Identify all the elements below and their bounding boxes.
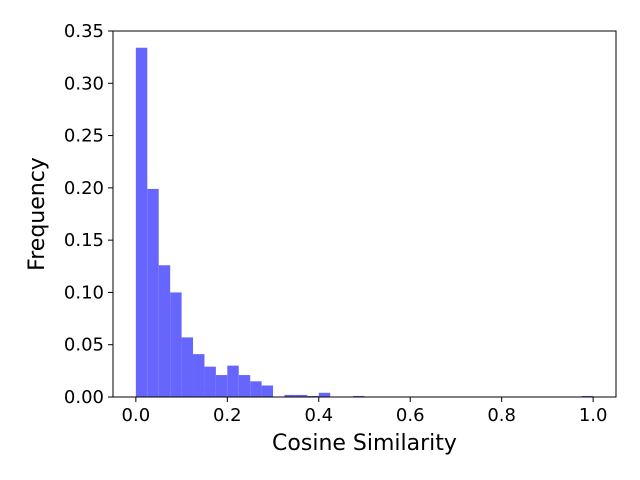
- histogram-bar: [193, 354, 205, 397]
- y-tick-label: 0.00: [64, 387, 104, 408]
- histogram-bar: [295, 394, 308, 397]
- y-axis: 0.00 0.05 0.10 0.15 0.20 0.25 0.30 0.35: [64, 21, 113, 408]
- histogram-bar: [353, 395, 365, 397]
- histogram-bar: [158, 265, 171, 397]
- x-tick-label: 0.6: [396, 405, 425, 426]
- histogram-bar: [250, 381, 262, 397]
- histogram-bar: [284, 394, 296, 397]
- histogram-bar: [204, 366, 216, 397]
- x-tick-label: 0.8: [487, 405, 516, 426]
- y-tick-label: 0.25: [64, 126, 104, 147]
- y-tick-label: 0.30: [64, 73, 104, 94]
- histogram-bar: [147, 188, 159, 397]
- y-tick-label: 0.20: [64, 178, 104, 199]
- histogram-bar: [238, 375, 251, 397]
- histogram-bar: [227, 365, 239, 397]
- histogram-bar: [307, 395, 319, 397]
- y-tick-label: 0.10: [64, 282, 104, 303]
- y-tick-label: 0.35: [64, 21, 104, 42]
- x-tick-label: 0.0: [122, 405, 151, 426]
- histogram-bar: [318, 392, 331, 397]
- x-axis: 0.0 0.2 0.4 0.6 0.8 1.0: [122, 397, 608, 426]
- histogram-bar: [135, 47, 148, 397]
- x-tick-label: 0.4: [304, 405, 333, 426]
- histogram-bar: [181, 337, 194, 397]
- histogram-bar: [261, 385, 274, 397]
- y-tick-label: 0.05: [64, 335, 104, 356]
- x-tick-label: 0.2: [213, 405, 242, 426]
- histogram-bars: [135, 47, 594, 397]
- histogram-bar: [215, 375, 228, 397]
- histogram-bar: [170, 292, 182, 397]
- y-tick-label: 0.15: [64, 230, 104, 251]
- x-axis-title: Cosine Similarity: [272, 431, 457, 456]
- histogram-bar: [581, 395, 594, 397]
- plot-frame: [112, 30, 617, 398]
- y-axis-title: Frequency: [25, 157, 50, 271]
- x-tick-label: 1.0: [579, 405, 608, 426]
